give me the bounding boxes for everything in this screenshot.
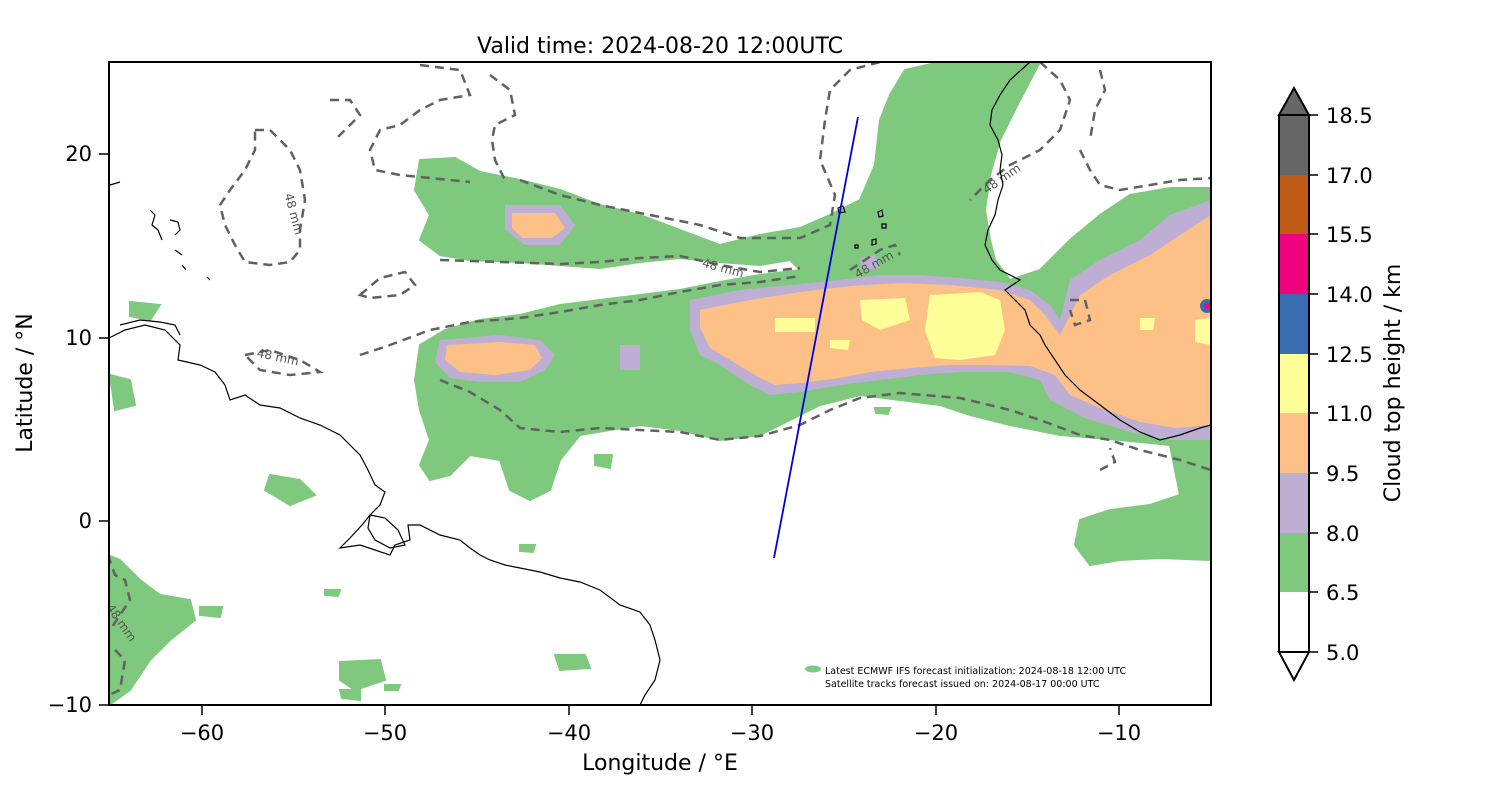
plot-frame — [108, 61, 1212, 706]
colorbar-tick-label: 11.0 — [1326, 402, 1373, 426]
x-tick-label: −10 — [1097, 721, 1141, 745]
colorbar-segment — [1279, 175, 1309, 234]
colorbar-tick-label: 15.5 — [1326, 223, 1373, 247]
colorbar-tick-label: 8.0 — [1326, 522, 1359, 546]
colorbar-segment — [1279, 473, 1309, 533]
precip-contours — [109, 62, 1211, 697]
plot-title: Valid time: 2024-08-20 12:00UTC — [477, 34, 843, 59]
colorbar-segment — [1279, 234, 1309, 294]
x-axis — [201, 705, 1120, 715]
colorbar — [1277, 85, 1318, 683]
y-tick-label: 20 — [65, 142, 92, 166]
info-legend-marker — [805, 665, 821, 673]
colorbar-segment — [1279, 354, 1309, 413]
satellite-track — [773, 116, 859, 559]
colorbar-tick-label: 9.5 — [1326, 462, 1359, 486]
colorbar-min-extend — [1277, 651, 1311, 683]
info-line-1: Latest ECMWF IFS forecast initialization… — [825, 666, 1126, 677]
colorbar-max-extend — [1277, 85, 1311, 116]
cloud-field-blue — [1200, 299, 1211, 313]
x-tick-label: −20 — [914, 721, 958, 745]
colorbar-tick-label: 18.5 — [1326, 104, 1373, 128]
colorbar-tick-label: 14.0 — [1326, 283, 1373, 307]
colorbar-segment — [1279, 294, 1309, 354]
colorbar-segment — [1279, 115, 1309, 175]
colorbar-tick-label: 17.0 — [1326, 164, 1373, 188]
y-axis — [99, 153, 109, 706]
y-tick-label: −10 — [48, 693, 92, 717]
x-tick-label: −60 — [180, 721, 224, 745]
y-axis-title: Latitude / °N — [13, 313, 38, 452]
colorbar-tick-label: 5.0 — [1326, 641, 1359, 665]
x-tick-label: −30 — [730, 721, 774, 745]
colorbar-tick-label: 12.5 — [1326, 343, 1373, 367]
colorbar-label: Cloud top height / km — [1381, 264, 1406, 503]
x-tick-label: −50 — [363, 721, 407, 745]
colorbar-segment — [1279, 533, 1309, 592]
info-line-2: Satellite tracks forecast issued on: 202… — [825, 679, 1100, 690]
cloud-field-yellow — [775, 292, 1211, 360]
x-axis-title: Longitude / °E — [582, 751, 738, 776]
colorbar-tick-label: 6.5 — [1326, 581, 1359, 605]
x-tick-label: −40 — [547, 721, 591, 745]
colorbar-segment — [1279, 413, 1309, 473]
y-tick-label: 10 — [65, 326, 92, 350]
map-plot-area: 48 mm 48 mm 48 mm 48 mm 48 mm 48 mm — [109, 62, 1211, 705]
y-tick-label: 0 — [79, 509, 92, 533]
coastlines — [109, 62, 1211, 705]
colorbar-segment — [1279, 592, 1309, 652]
